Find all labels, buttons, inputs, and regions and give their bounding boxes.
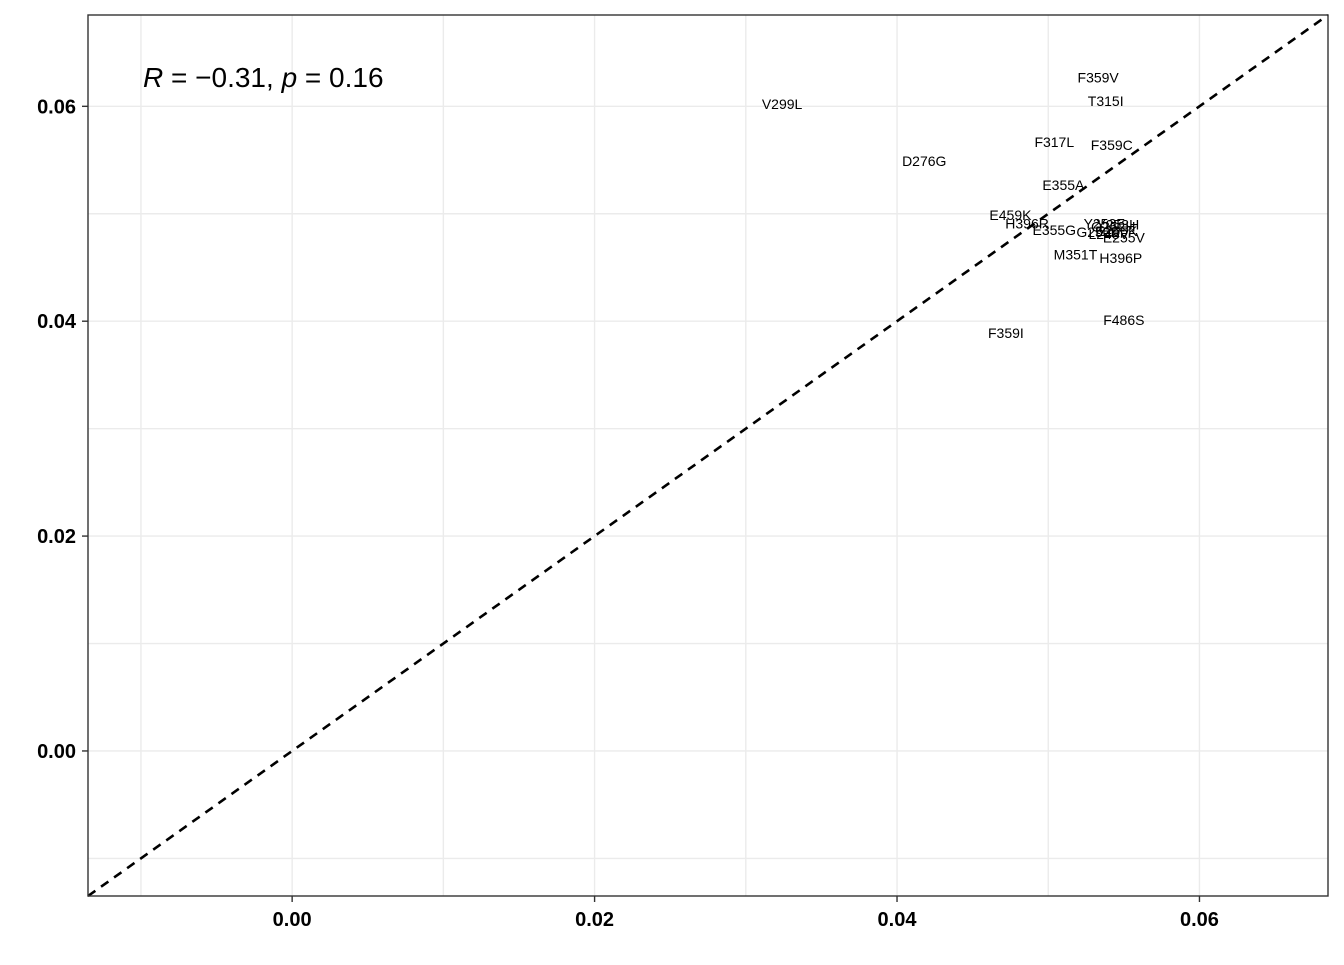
point-label-f359i: F359I: [988, 325, 1024, 341]
point-label-f317l: F317L: [1034, 134, 1074, 150]
point-label-e459k: E459K: [989, 207, 1032, 223]
plot-border: [87, 14, 1329, 897]
correlation-annotation: R = −0.31, p = 0.16: [143, 62, 384, 93]
y-tick-label-2: 0.04: [37, 311, 77, 333]
point-label-f359v: F359V: [1078, 69, 1120, 85]
point-label-m351t: M351T: [1054, 247, 1098, 263]
point-label-e255v: E255V: [1103, 229, 1146, 245]
p-symbol: p: [281, 62, 298, 93]
point-label-d276g: D276G: [902, 153, 946, 169]
reference-line-layer: [87, 13, 1329, 898]
axes: 0.00 0.02 0.04 0.06 0.00 0.02 0.04 0.06: [37, 96, 1219, 931]
point-label-e255k: E255K: [1095, 223, 1138, 239]
point-label-e355g: E355G: [1032, 222, 1076, 238]
point-labels: F359V T315I V299L F317L F359C D276G E355A E459K…: [762, 69, 1146, 341]
x-tick-label-1: 0.02: [575, 909, 614, 931]
point-label-q252h: Q252H: [1091, 219, 1135, 235]
grid-lines: [88, 15, 1328, 896]
point-label-l248v: L248V: [1088, 226, 1129, 242]
point-label-y253h: Y253H: [1096, 217, 1139, 233]
x-tick-label-3: 0.06: [1180, 909, 1219, 931]
point-label-h396r: H396R: [1005, 215, 1049, 231]
point-label-f486s: F486S: [1103, 312, 1144, 328]
point-label-y253f: Y253F: [1084, 215, 1125, 231]
point-label-g250e: G250E: [1076, 224, 1120, 240]
y-tick-label-1: 0.02: [37, 526, 76, 548]
y-tick-label-3: 0.06: [37, 96, 76, 118]
point-label-e355a: E355A: [1042, 177, 1085, 193]
p-value: = 0.16: [297, 62, 383, 93]
r-value: = −0.31,: [163, 62, 281, 93]
point-label-v299l: V299L: [762, 96, 803, 112]
point-label-f359c: F359C: [1091, 137, 1133, 153]
point-label-t315i: T315I: [1088, 93, 1124, 109]
identity-reference-line: [87, 13, 1329, 898]
x-tick-label-0: 0.00: [273, 909, 312, 931]
y-tick-label-0: 0.00: [37, 741, 76, 763]
x-tick-label-2: 0.04: [878, 909, 918, 931]
r-symbol: R: [143, 62, 163, 93]
point-label-h396p: H396P: [1099, 250, 1142, 266]
